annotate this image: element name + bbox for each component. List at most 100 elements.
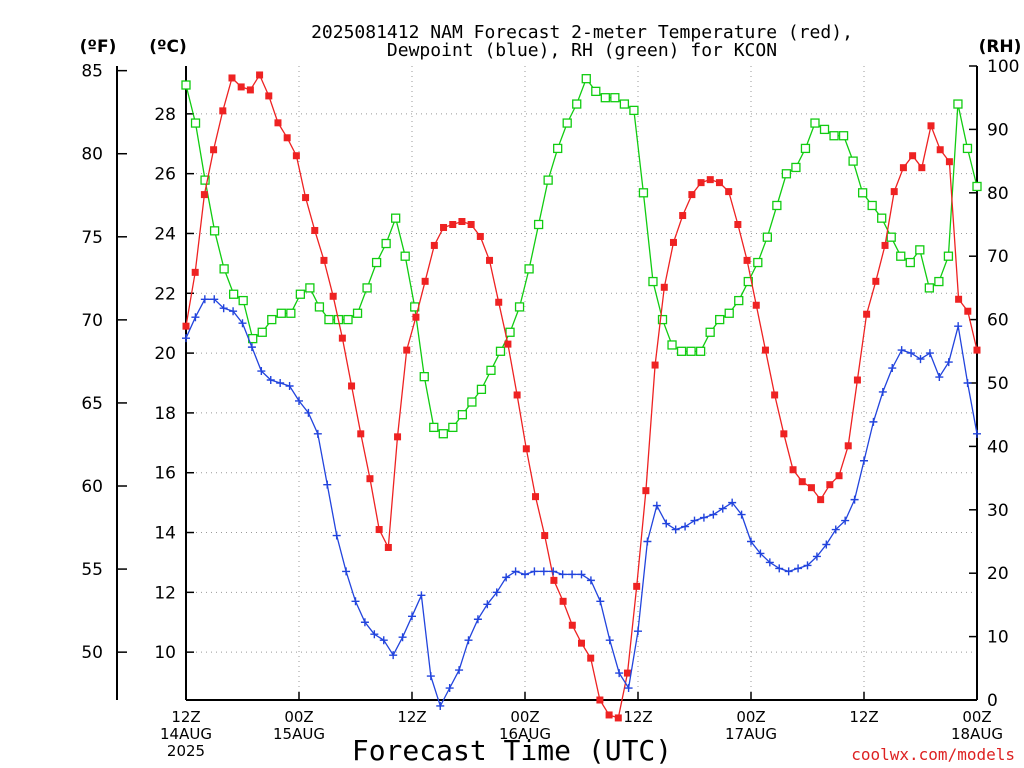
temperature-point xyxy=(568,621,576,629)
dewpoint-point xyxy=(389,651,398,660)
temperature-point xyxy=(200,191,208,199)
rh-point xyxy=(819,124,830,135)
temperature-point xyxy=(182,322,190,330)
dewpoint-point xyxy=(558,570,567,579)
celsius-tick-label: 26 xyxy=(154,165,176,185)
rh-point xyxy=(400,251,410,261)
dewpoint-point xyxy=(182,334,190,343)
rh-point xyxy=(229,289,239,299)
dewpoint-point xyxy=(662,519,671,528)
rh-point xyxy=(781,169,792,179)
temperature-point xyxy=(449,221,457,228)
rh-axis-label: (RH) xyxy=(979,37,1022,57)
temperature-point xyxy=(237,83,245,91)
dewpoint-point xyxy=(756,549,765,558)
rh-point xyxy=(610,93,620,103)
temperature-point xyxy=(320,256,328,264)
fahrenheit-ticks: 50 55 60 65 70 75 80 85 xyxy=(81,62,127,663)
temperature-point xyxy=(357,430,365,438)
fahrenheit-tick-label: 80 xyxy=(81,145,103,165)
celsius-tick-label: 24 xyxy=(154,224,176,244)
fahrenheit-tick-label: 50 xyxy=(81,643,103,663)
dewpoint-point xyxy=(690,516,699,525)
rh-point xyxy=(791,162,801,173)
rh-point xyxy=(600,93,610,103)
x-axis-title: Forecast Time (UTC) xyxy=(352,734,672,767)
rh-point xyxy=(562,118,572,128)
temperature-point xyxy=(256,71,264,79)
temperature-point xyxy=(412,313,420,321)
rh-point xyxy=(533,219,544,230)
dewpoint-point xyxy=(709,510,718,519)
celsius-tick-label: 28 xyxy=(154,105,176,125)
rh-point xyxy=(657,314,668,325)
rh-tick-label: 30 xyxy=(987,501,1009,521)
dewpoint-point xyxy=(869,417,878,426)
temperature-point xyxy=(817,496,825,504)
rh-point xyxy=(200,175,210,185)
temperature-point xyxy=(210,146,218,154)
dewpoint-point xyxy=(841,516,850,525)
rh-point xyxy=(686,346,696,356)
rh-point xyxy=(238,295,248,306)
dewpoint-point xyxy=(445,684,454,693)
rh-point xyxy=(438,429,448,439)
dewpoint-point xyxy=(426,672,435,681)
time-tick-label: 18AUG xyxy=(951,725,1003,743)
dewpoint-point xyxy=(285,381,294,390)
temperature-point xyxy=(522,445,530,453)
temperature-point xyxy=(302,194,310,202)
rh-point xyxy=(391,213,401,223)
rh-tick-label: 10 xyxy=(987,628,1009,648)
temperature-point xyxy=(651,361,659,369)
temperature-point xyxy=(771,391,779,399)
rh-point xyxy=(314,302,325,312)
dewpoint-point xyxy=(954,322,963,331)
temperature-point xyxy=(421,277,429,285)
rh-tick-label: 50 xyxy=(987,374,1009,394)
dewpoint-point xyxy=(775,564,784,573)
rh-point xyxy=(343,314,353,325)
temperature-point xyxy=(835,472,843,480)
rh-point xyxy=(715,314,725,325)
temperature-point xyxy=(329,292,337,300)
dewpoint-point xyxy=(925,349,934,358)
credit-text: coolwx.com/models xyxy=(851,745,1015,764)
dewpoint-point xyxy=(370,630,379,639)
rh-tick-label: 80 xyxy=(987,184,1009,204)
time-tick-label: 15AUG xyxy=(273,725,325,743)
dewpoint-point xyxy=(295,396,303,405)
dewpoint-point xyxy=(963,379,972,387)
temperature-point xyxy=(191,268,199,276)
temperature-point xyxy=(927,122,935,130)
temperature-point xyxy=(863,310,871,318)
temperature-point xyxy=(348,382,356,390)
temperature-point xyxy=(715,179,723,187)
chart-title-line1: 2025081412 NAM Forecast 2-meter Temperat… xyxy=(311,22,853,43)
temperature-point xyxy=(274,119,282,127)
dewpoint-point xyxy=(511,567,520,576)
dewpoint-point xyxy=(784,567,793,576)
temperature-point xyxy=(486,256,494,264)
rh-point xyxy=(667,340,677,350)
rh-point xyxy=(838,131,849,141)
rh-point xyxy=(848,156,858,166)
dewpoint-point xyxy=(200,295,209,304)
rh-point xyxy=(486,365,496,375)
dewpoint-point xyxy=(916,355,925,364)
dewpoint-point xyxy=(464,636,473,645)
fahrenheit-axis-label: (ºF) xyxy=(80,37,117,57)
rh-point xyxy=(638,188,649,198)
rh-tick-label: 100 xyxy=(987,57,1019,77)
temperature-point xyxy=(476,232,484,240)
rh-point xyxy=(724,308,734,318)
temperature-point xyxy=(734,221,742,228)
time-tick-label: 12Z xyxy=(397,708,426,726)
temperature-point xyxy=(403,346,411,354)
dewpoint-point xyxy=(586,576,595,585)
temperature-point xyxy=(311,226,319,234)
dewpoint-point xyxy=(360,618,369,627)
rh-point xyxy=(352,308,363,318)
temperature-point xyxy=(614,714,622,722)
time-tick-label: 12Z xyxy=(623,708,652,726)
